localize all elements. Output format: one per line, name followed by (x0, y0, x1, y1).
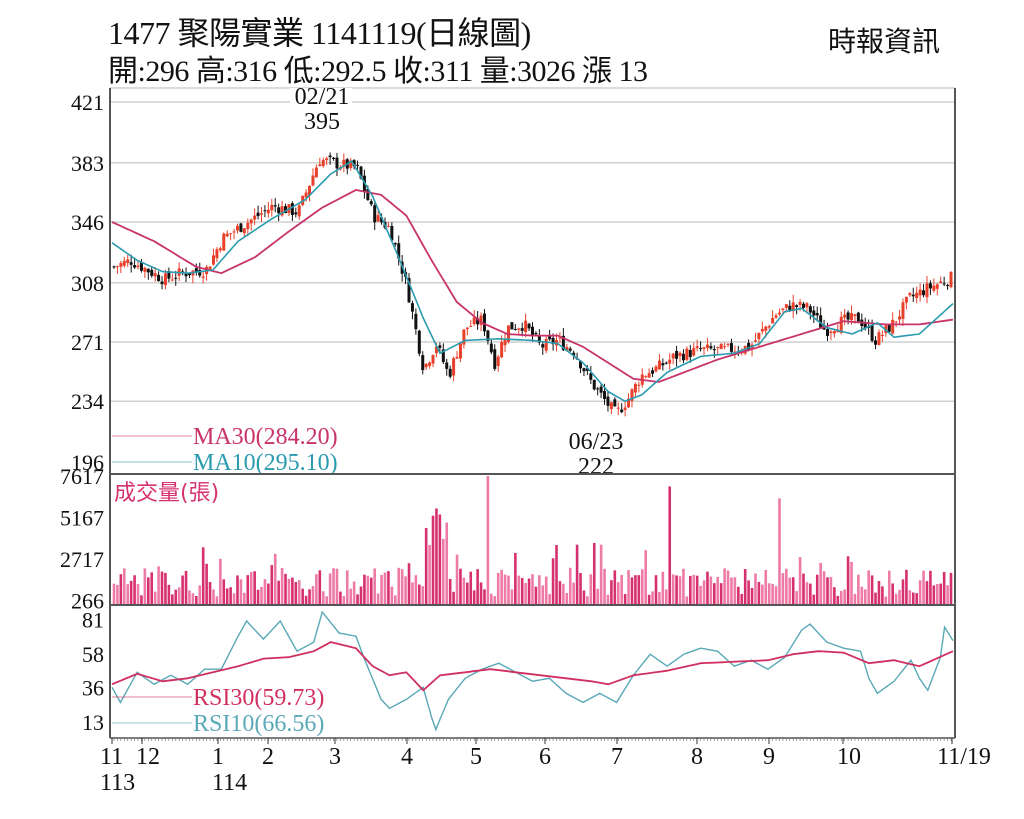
month-tick-label: 5 (470, 744, 482, 770)
high-value-annotation: 395 (304, 109, 340, 135)
ma30-line (111, 189, 954, 383)
volume-tick-label: 7617 (60, 464, 104, 489)
price-tick-label: 271 (71, 330, 104, 355)
month-tick-label: 6 (539, 744, 551, 770)
price-tick-label: 383 (71, 151, 104, 176)
volume-tick-label: 2717 (60, 547, 104, 572)
price-tick-label: 346 (71, 210, 104, 235)
rsi10-line (111, 610, 954, 732)
ma10-legend: MA10(295.10) (193, 450, 338, 476)
rsi-tick-label: 36 (82, 675, 104, 700)
volume-title: 成交量(張) (114, 481, 219, 506)
month-tick-label: 1 (212, 744, 224, 770)
price-tick-label: 196 (71, 450, 104, 475)
month-tick-label: 7 (611, 744, 623, 770)
month-tick-label: 4 (401, 744, 413, 770)
month-tick-label: 11/19 (937, 744, 991, 770)
volume-panel: 266 2717 5167 7617 成交量(張) (60, 464, 955, 613)
price-tick-label: 234 (71, 389, 104, 414)
rsi-tick-label: 13 (82, 710, 104, 735)
chart-title: 1477 聚陽實業 1141119(日線圖) (108, 15, 531, 51)
month-tick-label: 3 (329, 744, 341, 770)
low-value-annotation: 222 (578, 454, 614, 480)
year-label-113: 113 (100, 770, 135, 796)
ma10-line (111, 160, 954, 403)
rsi-panel: 13 36 58 81 RSI30(59.73)RSI10(66.56) (82, 604, 955, 737)
ohlc-summary: 開:296 高:316 低:292.5 收:311 量:3026 漲 13 (108, 55, 648, 88)
month-tick-label: 10 (837, 744, 861, 770)
month-tick-label: 12 (136, 744, 160, 770)
rsi30-line (111, 641, 954, 692)
month-tick-label: 9 (763, 744, 775, 770)
ma30-legend: MA30(284.20) (193, 424, 338, 450)
rsi-tick-label: 81 (82, 608, 104, 633)
price-tick-label: 308 (71, 271, 104, 296)
high-date-annotation: 02/21 (295, 84, 350, 110)
month-tick-label: 2 (262, 744, 274, 770)
price-tick-label: 421 (71, 90, 104, 115)
volume-tick-label: 5167 (60, 505, 104, 530)
month-tick-label: 11 (100, 744, 123, 770)
year-label-114: 114 (212, 770, 247, 796)
rsi-tick-label: 58 (82, 642, 104, 667)
rsi30-legend: RSI30(59.73) (193, 685, 324, 711)
low-date-annotation: 06/23 (569, 429, 624, 455)
brand-label: 時報資訊 (828, 25, 941, 58)
rsi10-legend: RSI10(66.56) (193, 711, 324, 737)
volume-tick-label: 266 (71, 588, 104, 613)
month-tick-label: 8 (691, 744, 703, 770)
